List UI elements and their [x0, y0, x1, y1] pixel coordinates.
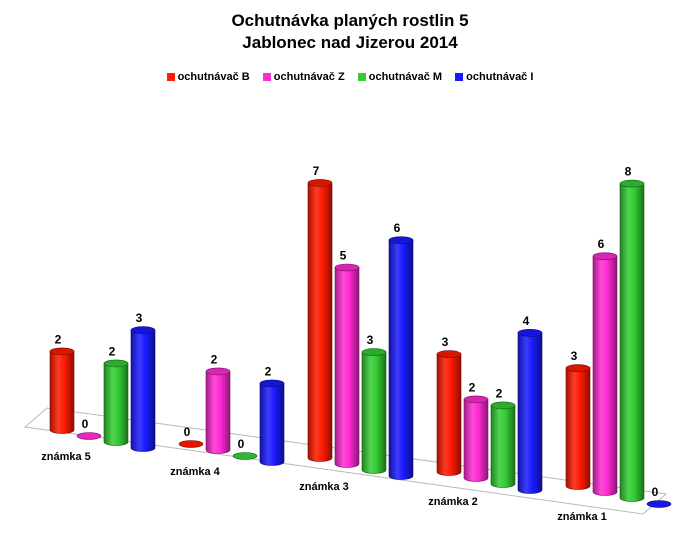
- legend-swatch-i: [455, 73, 464, 81]
- legend-label-m: ochutnávač M: [368, 71, 443, 83]
- bar-m-2: [232, 452, 258, 460]
- legend-item-b: ochutnávač B: [166, 71, 250, 83]
- data-label-m-1: 2: [109, 344, 116, 358]
- bar-z-4: [463, 395, 489, 482]
- data-label-z-1: 0: [82, 417, 89, 431]
- data-label-i-2: 2: [265, 364, 272, 378]
- bar-b-4: [436, 350, 462, 476]
- legend-label-i: ochutnávač I: [466, 71, 534, 83]
- chart-title-line-2: Jablonec nad Jizerou 2014: [242, 33, 458, 52]
- data-label-z-3: 5: [340, 249, 347, 263]
- data-label-i-3: 6: [394, 221, 401, 235]
- data-label-m-2: 0: [238, 437, 245, 451]
- bar-m-1: [103, 359, 129, 446]
- bar-b-2: [178, 440, 204, 448]
- legend: ochutnávač B ochutnávač Z ochutnávač M o…: [0, 71, 700, 83]
- category-label-4: známka 2: [428, 496, 478, 508]
- bar-z-1: [76, 432, 102, 440]
- bar-m-3: [361, 348, 387, 474]
- data-label-m-4: 2: [496, 386, 503, 400]
- bar-z-5: [592, 252, 618, 496]
- bar-z-3: [334, 263, 360, 468]
- legend-label-b: ochutnávač B: [177, 71, 250, 83]
- data-label-m-3: 3: [367, 333, 374, 347]
- data-label-z-2: 2: [211, 352, 218, 366]
- chart-title-line-1: Ochutnávka planých rostlin 5: [231, 11, 469, 30]
- legend-item-m: ochutnávač M: [357, 71, 443, 83]
- data-label-i-4: 4: [523, 314, 530, 328]
- legend-item-z: ochutnávač Z: [262, 71, 345, 83]
- bar-m-4: [490, 401, 516, 488]
- data-label-b-1: 2: [55, 332, 62, 346]
- data-label-b-4: 3: [442, 335, 449, 349]
- bar-i-1: [130, 326, 156, 452]
- legend-swatch-z: [262, 73, 271, 81]
- chart-title: Ochutnávka planých rostlin 5 Jablonec na…: [0, 10, 700, 54]
- category-label-2: známka 4: [170, 466, 220, 478]
- data-label-z-5: 6: [598, 237, 605, 251]
- bar-i-4: [517, 328, 543, 494]
- bar-b-5: [565, 364, 591, 490]
- data-label-b-2: 0: [184, 425, 191, 439]
- bar-i-3: [388, 236, 414, 480]
- bar-m-5: [619, 179, 645, 502]
- label-group: 2 0 2 3 známka 5 0 2 0 2 známka 4 7 5 3 6 známka 3 3 2 2 4…: [41, 164, 658, 523]
- legend-swatch-b: [166, 73, 175, 81]
- bar-i-2: [259, 379, 285, 466]
- category-label-3: známka 3: [299, 481, 349, 493]
- data-label-b-3: 7: [313, 164, 320, 178]
- bar-z-2: [205, 367, 231, 454]
- category-label-5: známka 1: [557, 511, 607, 523]
- data-label-b-5: 3: [571, 349, 578, 363]
- bar-b-3: [307, 179, 333, 462]
- legend-label-z: ochutnávač Z: [273, 71, 345, 83]
- bar-b-1: [49, 347, 75, 434]
- data-label-z-4: 2: [469, 380, 476, 394]
- data-label-i-5: 0: [652, 485, 659, 499]
- data-label-m-5: 8: [625, 165, 632, 179]
- bar-group: [49, 179, 672, 508]
- category-label-1: známka 5: [41, 451, 91, 463]
- bar-i-5: [646, 500, 672, 508]
- legend-swatch-m: [357, 73, 366, 81]
- legend-item-i: ochutnávač I: [455, 71, 533, 83]
- data-label-i-1: 3: [136, 311, 143, 325]
